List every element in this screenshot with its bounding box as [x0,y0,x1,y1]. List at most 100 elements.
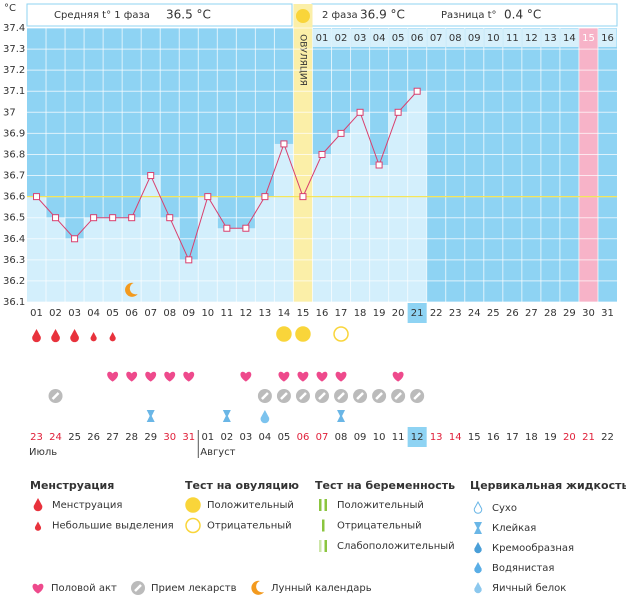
date-label: 25 [68,432,81,443]
date-label: 12 [411,432,424,443]
pill-slash [318,392,326,400]
phase2-cell [579,29,598,47]
phase2-day: 07 [430,33,443,44]
x-tick-label: 03 [68,308,81,319]
menstruation-icon [70,329,79,343]
phase2-cell [427,29,446,47]
phase2-cell [332,29,351,47]
y-tick-label: 36.9 [3,128,25,139]
ovulation-positive [185,497,201,513]
x-tick-label: 31 [601,308,614,319]
phase2-day: 08 [449,33,462,44]
x-tick-label: 10 [201,308,214,319]
date-label: 04 [259,432,272,443]
temp-point [90,214,98,222]
moon-icon [251,580,264,595]
month-label: Август [200,447,235,458]
legend-icon [34,521,42,531]
ovulation-negative [185,517,201,534]
temp-point [128,214,136,222]
x-tick-label: 29 [563,308,576,319]
date-label: 14 [449,432,462,443]
phase1-value: 36.5 °C [166,8,211,22]
phase2-day: 10 [487,33,500,44]
phase2-cell [541,29,560,47]
x-tick-label: 28 [544,308,557,319]
x-tick-label: 09 [182,308,195,319]
temp-column [369,165,389,302]
temp-column [312,154,332,302]
x-tick-label: 24 [468,308,481,319]
pink-column [578,28,598,302]
legend-icon [324,540,327,552]
header-box [26,3,293,27]
moon-icon [125,282,138,297]
pill-slash [375,392,383,400]
x-tick-label: 30 [582,308,595,319]
temp-point [394,108,402,116]
legend-icon [319,540,322,552]
legend-icon [474,562,482,574]
legend-item: Яичный белок [492,583,566,594]
date-label: 09 [354,432,367,443]
x-tick-label: 23 [449,308,462,319]
ovulation-negative [333,326,349,342]
x-tick-label: 11 [220,308,233,319]
x-tick-label: 13 [259,308,272,319]
legend-title: Менструация [30,479,114,492]
date-label: 17 [506,432,519,443]
date-label: 20 [563,432,576,443]
date-label: 01 [201,432,214,443]
date-label: 16 [487,432,500,443]
temp-point [413,87,421,95]
sun-icon [295,9,310,23]
date-label: 15 [468,432,481,443]
temp-point [109,214,117,222]
legend-item: Прием лекарств [151,583,237,594]
phase2-day: 14 [563,33,576,44]
temp-column [27,196,47,302]
sticky-icon [222,410,231,422]
temp-point [147,172,155,180]
x-tick-label: 05 [106,308,119,319]
light-bleeding-icon [109,332,116,342]
date-label: 05 [278,432,291,443]
x-tick-label: 19 [373,308,386,319]
legend-item: Положительный [207,500,294,511]
legend-icon [33,498,43,512]
legend-item: Отрицательный [207,521,292,532]
phase2-day: 13 [544,33,557,44]
temp-point [280,140,288,148]
legend-title: Тест на овуляцию [185,479,299,492]
y-tick-label: 36.4 [3,234,25,245]
x-tick-label: 17 [335,308,348,319]
phase2-cell [522,29,541,47]
date-label: 18 [525,432,538,443]
pill-slash [299,392,307,400]
month-label: Июль [29,447,57,458]
date-label: 19 [544,432,557,443]
temp-column [350,112,370,302]
phase2-day: 01 [316,33,329,44]
date-label: 08 [335,432,348,443]
phase2-day: 16 [601,33,614,44]
watery-icon [260,410,270,424]
heart-icon [392,371,404,382]
phase2-cell [503,29,522,47]
x-tick-label: 08 [163,308,176,319]
sticky-icon [146,410,155,422]
legend-item: Положительный [337,500,424,511]
heart-icon [278,371,290,382]
legend-item: Менструация [52,500,122,511]
ovulation-positive [276,326,292,342]
temp-point [318,150,326,158]
phase2-day: 06 [411,33,424,44]
temp-point [242,224,250,232]
today-date-box [407,427,427,447]
temp-point [356,108,364,116]
x-tick-label: 01 [30,308,43,319]
heart-icon [183,371,195,382]
x-tick-label: 25 [487,308,500,319]
phase2-cell [389,29,408,47]
menstruation-icon [51,329,60,343]
